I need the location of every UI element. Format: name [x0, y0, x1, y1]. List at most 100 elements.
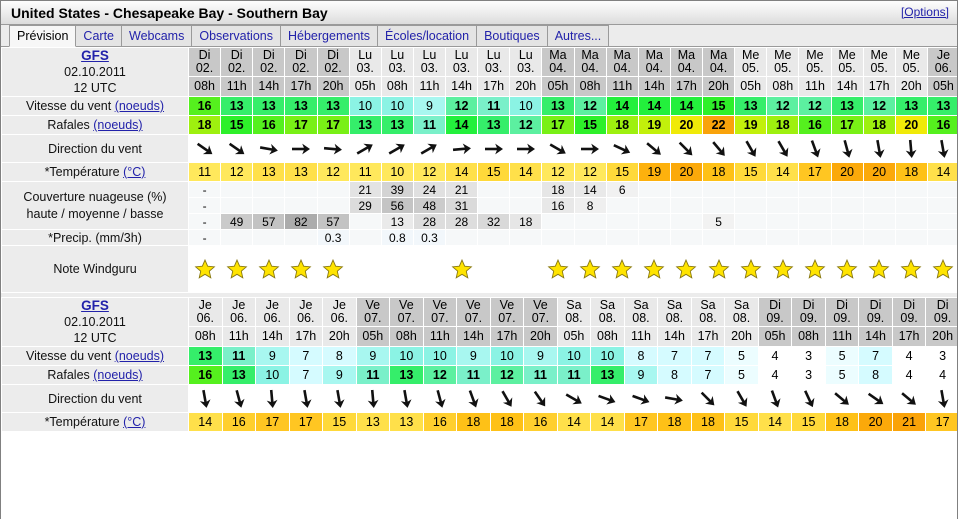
day-name: Di — [295, 47, 307, 62]
wind-speed-cell: 9 — [412, 96, 447, 116]
wind-speed-label-text: Vitesse du vent — [25, 99, 115, 113]
model-date: 02.10.2011 — [64, 65, 126, 79]
rating-cell — [380, 245, 414, 293]
temperature-cell: 18 — [824, 412, 860, 432]
temperature-cell: 12 — [573, 162, 607, 182]
day-name: Sa — [599, 297, 616, 312]
wind-speed-label-unit-link[interactable]: (noeuds) — [114, 99, 165, 113]
wind-direction-arrow-icon — [590, 384, 625, 413]
day-name: Sa — [633, 297, 649, 312]
precip-cell — [766, 229, 800, 246]
cloud-cell — [766, 213, 800, 230]
gusts-cell: 5 — [824, 365, 860, 385]
wind-speed-label-unit-link[interactable]: (noeuds) — [114, 349, 165, 363]
hour-header-cell: 20h — [894, 75, 928, 98]
day-header-cell: Di 02. — [284, 47, 318, 77]
temperature-cell: 11 — [187, 162, 222, 182]
day-date: 04. — [581, 60, 599, 75]
tab--coles-location[interactable]: Écoles/location — [377, 25, 478, 46]
cloud-cell — [637, 197, 671, 214]
day-name: Je — [299, 297, 313, 312]
hour-header-cell: 11h — [422, 325, 458, 348]
rating-cell — [509, 245, 543, 293]
model-name-link[interactable]: GFS — [81, 48, 109, 64]
cloud-cell — [605, 197, 639, 214]
rating-cell — [412, 245, 447, 293]
wind-direction-arrow-icon — [284, 134, 318, 163]
cloud-cell — [669, 197, 704, 214]
temperature-cell: 13 — [355, 412, 391, 432]
gusts-label: Rafales (noeuds) — [1, 115, 189, 135]
day-name: Sa — [700, 297, 716, 312]
star-icon — [547, 258, 569, 279]
hour-header-cell: 08h — [573, 75, 607, 98]
gusts-label-unit-link[interactable]: (noeuds) — [93, 368, 143, 382]
forecast-tables: GFS 02.10.2011 12 UTC Di 02. Di 02. Di 02. Di 02. D… — [1, 47, 957, 432]
hour-header-cell: 08h — [590, 325, 625, 348]
star-icon — [836, 258, 858, 279]
gusts-label-unit-link[interactable]: (noeuds) — [93, 118, 143, 132]
cloud-label-line1: Couverture nuageuse (%) — [23, 189, 167, 204]
day-header-cell: Di 09. — [757, 297, 793, 327]
tab-pr-vision[interactable]: Prévision — [9, 25, 77, 47]
day-name: Ma — [709, 47, 728, 62]
gusts-cell: 19 — [637, 115, 671, 135]
day-date: 02. — [292, 60, 310, 75]
precip-cell — [734, 229, 768, 246]
wind-speed-cell: 11 — [477, 96, 511, 116]
cloud-cell — [894, 197, 928, 214]
model-name-link[interactable]: GFS — [81, 298, 109, 314]
wind-speed-cell: 10 — [509, 96, 543, 116]
day-date: 09. — [866, 310, 885, 325]
day-name: Je — [332, 297, 346, 312]
precip-cell: 0.3 — [412, 229, 447, 246]
temperature-row: *Température (°C) 11 12 13 13 12 11 10 12 14 15 14 1… — [1, 162, 957, 182]
tab-webcams[interactable]: Webcams — [121, 25, 193, 46]
temperature-cell: 12 — [316, 162, 350, 182]
precip-cell — [926, 229, 957, 246]
gusts-cell: 11 — [556, 365, 592, 385]
wind-speed-cell: 7 — [657, 346, 692, 366]
options-link[interactable]: [Options] — [900, 5, 949, 19]
gusts-row: Rafales (noeuds) 18 15 16 17 17 13 13 11 14 13 12 17… — [1, 115, 957, 135]
day-date: 03. — [356, 60, 374, 75]
cloud-cell — [926, 181, 957, 198]
tab-h-bergements[interactable]: Hébergements — [280, 25, 378, 46]
day-header-cell: Lu 03. — [509, 47, 543, 77]
cloud-cell — [477, 181, 511, 198]
tab-autres[interactable]: Autres... — [546, 25, 610, 46]
temperature-label-unit-link[interactable]: (°C) — [123, 165, 146, 179]
precip-cell — [894, 229, 928, 246]
hour-header-cell: 05h — [757, 325, 793, 348]
star-icon — [643, 258, 665, 279]
gusts-label-text: Rafales — [47, 368, 94, 382]
rating-cell — [894, 245, 928, 293]
tab-carte[interactable]: Carte — [75, 25, 122, 46]
day-name: Sa — [566, 297, 582, 312]
day-header-cell: Di 02. — [220, 47, 254, 77]
rating-cell — [605, 245, 639, 293]
tab-boutiques[interactable]: Boutiques — [476, 25, 548, 46]
tab-observations[interactable]: Observations — [191, 25, 281, 46]
temperature-label-unit-link[interactable]: (°C) — [123, 415, 146, 429]
day-name: Ma — [677, 47, 696, 62]
wind-direction-arrow-icon — [541, 134, 575, 163]
day-name: Sa — [666, 297, 683, 312]
star-icon — [804, 258, 826, 279]
wind-direction-arrow-icon — [701, 134, 736, 163]
temperature-cell: 18 — [894, 162, 928, 182]
hour-header-cell: 05h — [734, 75, 768, 98]
precip-cell: 0.8 — [380, 229, 414, 246]
gusts-cell: 22 — [701, 115, 736, 135]
hour-header-cell: 20h — [724, 325, 759, 348]
day-date: 08. — [565, 310, 583, 325]
cloud-cell — [316, 181, 350, 198]
hour-header-cell: 17h — [489, 325, 525, 348]
cloud-cell — [701, 197, 736, 214]
precip-cell — [830, 229, 864, 246]
gusts-cell: 12 — [422, 365, 458, 385]
hour-header-cell: 14h — [255, 325, 290, 348]
day-date: 05. — [902, 60, 920, 75]
day-name: Me — [774, 47, 792, 62]
rating-cell — [766, 245, 800, 293]
